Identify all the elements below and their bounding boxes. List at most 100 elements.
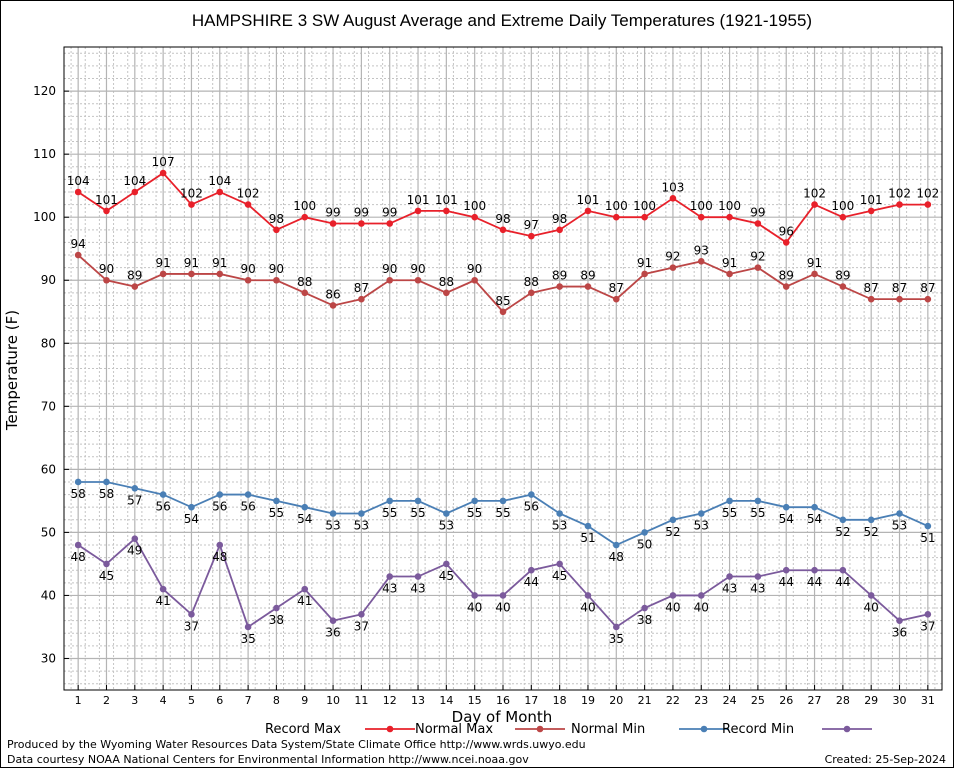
data-label: 43 — [722, 582, 737, 596]
data-label: 37 — [184, 619, 199, 633]
data-label: 89 — [127, 269, 142, 283]
data-label: 53 — [552, 518, 567, 532]
data-point — [697, 258, 705, 265]
data-label: 101 — [435, 193, 458, 207]
data-point — [499, 592, 507, 599]
data-label: 102 — [803, 187, 826, 201]
data-label: 53 — [694, 518, 709, 532]
data-label: 90 — [269, 262, 284, 276]
y-tick-label: 110 — [33, 147, 56, 161]
data-label: 44 — [779, 575, 794, 589]
data-label: 36 — [892, 626, 907, 640]
y-tick-label: 90 — [41, 273, 56, 287]
data-point — [216, 270, 224, 278]
data-point — [641, 270, 648, 278]
source-text: Data courtesy NOAA National Centers for … — [7, 753, 529, 766]
data-label: 103 — [661, 180, 684, 194]
y-axis-label: Temperature (F) — [3, 310, 21, 431]
data-point — [386, 573, 394, 580]
data-point — [443, 207, 450, 215]
data-point — [443, 289, 450, 297]
x-tick-label: 4 — [160, 694, 167, 707]
data-label: 101 — [577, 193, 600, 207]
data-label: 55 — [382, 506, 397, 520]
data-point — [584, 207, 592, 215]
data-point — [74, 251, 82, 259]
x-tick-label: 31 — [921, 694, 935, 707]
data-point — [896, 510, 903, 517]
chart-title: HAMPSHIRE 3 SW August Average and Extrem… — [192, 11, 812, 30]
data-point — [301, 585, 309, 593]
legend-entry: Normal Min — [571, 722, 729, 737]
data-point — [74, 478, 82, 486]
data-label: 104 — [67, 174, 90, 188]
data-point — [641, 529, 648, 536]
data-point — [273, 497, 280, 505]
data-label: 54 — [807, 512, 822, 526]
data-label: 55 — [269, 506, 284, 520]
data-label: 87 — [864, 281, 879, 295]
data-point — [216, 541, 224, 549]
data-point — [726, 270, 733, 278]
x-tick-label: 11 — [354, 694, 368, 707]
data-label: 87 — [892, 281, 907, 295]
data-label: 91 — [722, 256, 737, 270]
data-label: 44 — [835, 575, 850, 589]
data-point — [669, 516, 677, 524]
data-label: 35 — [609, 632, 624, 646]
data-point — [103, 478, 110, 486]
data-point — [386, 220, 394, 227]
data-label: 51 — [920, 531, 935, 545]
data-label: 99 — [382, 206, 397, 220]
data-label: 90 — [240, 262, 255, 276]
x-tick-label: 22 — [666, 694, 680, 707]
data-point — [386, 276, 394, 284]
data-point — [499, 497, 507, 505]
data-point — [839, 566, 847, 574]
data-label: 53 — [325, 518, 340, 532]
x-tick-label: 12 — [383, 694, 397, 707]
data-label: 99 — [325, 206, 340, 220]
data-label: 48 — [212, 550, 227, 564]
data-label: 89 — [835, 269, 850, 283]
data-label: 54 — [779, 512, 794, 526]
data-label: 43 — [750, 582, 765, 596]
series-layer: 104 101 104 107 102 104 102 98 100 99 99 99 101 101 10… — [67, 155, 940, 646]
data-point — [159, 585, 167, 593]
data-point — [131, 535, 139, 543]
data-point — [301, 289, 309, 297]
data-point — [839, 516, 847, 524]
data-label: 40 — [665, 600, 680, 614]
data-label: 88 — [297, 275, 312, 289]
x-tick-label: 3 — [131, 694, 138, 707]
data-label: 56 — [155, 500, 170, 514]
x-tick-label: 23 — [694, 694, 708, 707]
data-point — [358, 295, 365, 303]
legend-label: Record Min — [722, 722, 794, 737]
data-point — [669, 592, 677, 599]
data-point — [641, 213, 648, 221]
legend-swatch-marker — [700, 725, 708, 733]
x-tick-label: 25 — [751, 694, 765, 707]
data-point — [584, 522, 592, 530]
data-label: 43 — [382, 582, 397, 596]
data-point — [329, 220, 337, 227]
legend-swatch-marker — [536, 725, 544, 733]
data-point — [103, 207, 110, 215]
x-tick-label: 10 — [326, 694, 340, 707]
data-label: 86 — [325, 287, 340, 301]
data-label: 100 — [605, 199, 628, 213]
data-point — [697, 213, 705, 221]
x-tick-label: 30 — [893, 694, 907, 707]
data-label: 49 — [127, 544, 142, 558]
data-point — [612, 295, 620, 303]
data-label: 101 — [95, 193, 118, 207]
data-label: 104 — [123, 174, 146, 188]
data-label: 54 — [297, 512, 312, 526]
data-point — [924, 522, 932, 530]
data-point — [273, 276, 280, 284]
data-label: 53 — [439, 518, 454, 532]
data-point — [697, 592, 705, 599]
